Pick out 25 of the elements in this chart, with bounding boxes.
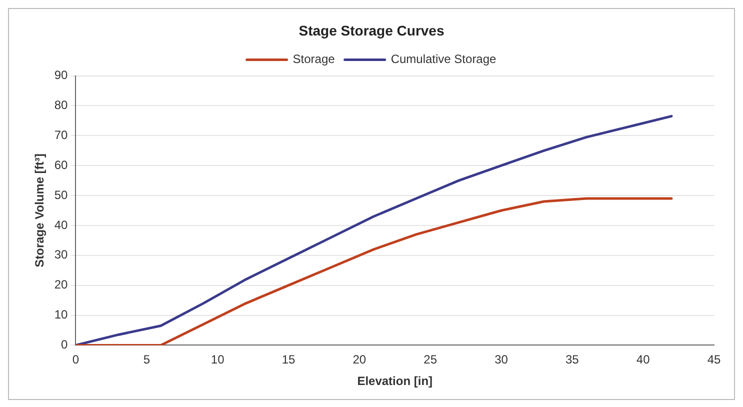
y-tick-label: 60 xyxy=(54,158,68,172)
y-tick-label: 70 xyxy=(54,128,68,142)
x-tick-label: 30 xyxy=(494,352,508,367)
x-tick-label: 0 xyxy=(72,352,80,367)
x-tick-label: 15 xyxy=(282,352,296,367)
y-axis-title: Storage Volume [ft³] xyxy=(32,154,47,268)
x-tick-label: 35 xyxy=(565,352,580,367)
chart-title: Stage Storage Curves xyxy=(298,22,444,38)
x-axis-title: Elevation [in] xyxy=(357,374,433,388)
y-tick-label: 0 xyxy=(61,338,68,352)
x-tick-label: 40 xyxy=(636,352,650,367)
x-tick-label: 20 xyxy=(352,352,366,367)
y-tick-label: 20 xyxy=(54,278,68,292)
y-tick-label: 90 xyxy=(54,68,68,82)
y-tick-label: 10 xyxy=(54,308,68,322)
x-tick-label: 5 xyxy=(143,352,150,367)
x-tick-label: 10 xyxy=(210,352,225,367)
y-tick-label: 40 xyxy=(54,218,68,232)
x-tick-label: 25 xyxy=(424,352,438,367)
y-tick-label: 50 xyxy=(54,188,68,202)
legend-label: Storage xyxy=(292,52,336,66)
legend-label: Cumulative Storage xyxy=(390,52,497,66)
x-tick-label: 45 xyxy=(707,352,721,367)
y-tick-label: 80 xyxy=(54,98,68,112)
y-tick-label: 30 xyxy=(54,248,68,262)
